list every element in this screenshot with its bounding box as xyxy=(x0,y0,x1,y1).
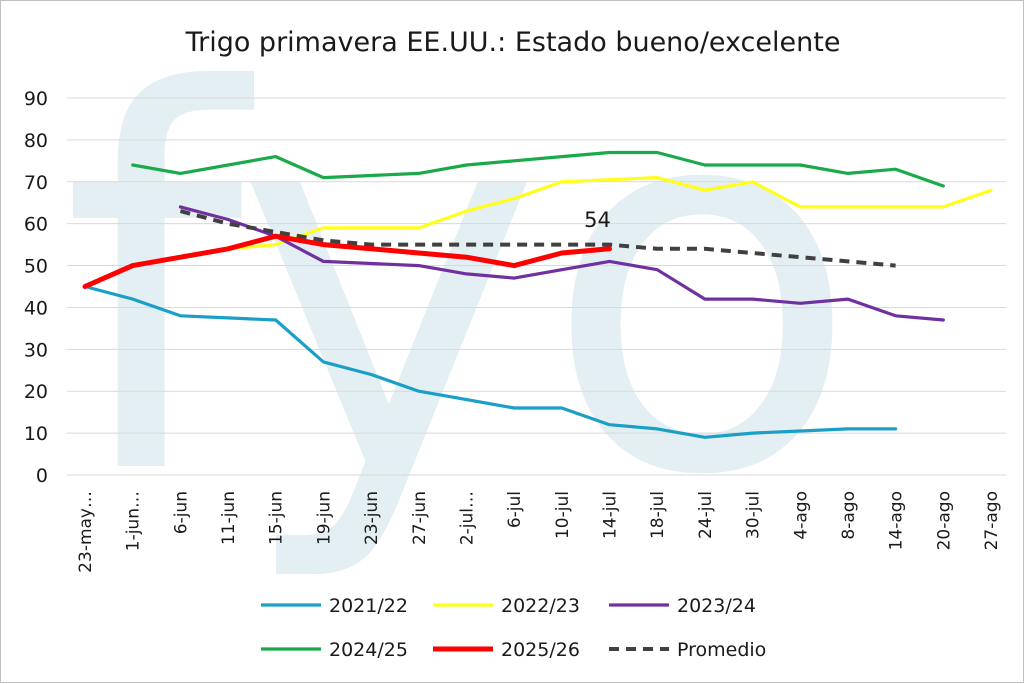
x-tick-label: 10-jul xyxy=(553,491,573,539)
legend-label: 2022/23 xyxy=(501,595,580,617)
series-line-2022-23 xyxy=(226,176,993,251)
series-lines xyxy=(82,150,993,439)
legend: 2021/22 2022/23 2023/24 2024/25 2025/26 Prome… xyxy=(261,595,766,661)
series-line-2025-26 xyxy=(82,233,612,289)
x-tick-label: 23-jun xyxy=(362,491,382,545)
x-tick-label: 15-jun xyxy=(267,491,287,545)
x-tick-label: 1-jun… xyxy=(124,491,144,551)
data-label: 54 xyxy=(584,208,611,232)
x-tick-label: 30-jul xyxy=(744,491,764,539)
annotations: 54 xyxy=(584,208,611,232)
x-tick-label: 14-jul xyxy=(601,491,621,539)
y-tick-label: 60 xyxy=(24,214,48,236)
y-tick-label: 80 xyxy=(24,130,48,152)
series-line-promedio xyxy=(179,209,896,268)
x-tick-label: 4-ago xyxy=(791,491,811,540)
y-tick-label: 20 xyxy=(24,381,48,403)
x-tick-label: 20-ago xyxy=(934,491,954,550)
x-tick-label: 6-jul xyxy=(505,491,525,528)
watermark-logo: fyo xyxy=(61,1,861,589)
x-tick-label: 27-jun xyxy=(410,491,430,545)
x-tick-label: 24-jul xyxy=(696,491,716,539)
y-tick-label: 90 xyxy=(24,88,48,110)
series-line-2023-24 xyxy=(178,205,945,322)
y-tick-label: 30 xyxy=(24,339,48,361)
legend-label: 2023/24 xyxy=(677,595,756,617)
x-tick-label: 8-ago xyxy=(839,491,859,540)
gridlines xyxy=(67,97,1006,476)
y-tick-label: 70 xyxy=(24,172,48,194)
x-axis: 23-may… 1-jun… 6-jun 11-jun 15-jun 19-jun 23-j… xyxy=(76,491,1002,573)
legend-label: 2025/26 xyxy=(501,639,580,661)
y-tick-label: 10 xyxy=(24,423,48,445)
y-tick-label: 40 xyxy=(24,297,48,319)
legend-label: 2024/25 xyxy=(329,639,408,661)
x-tick-label: 14-ago xyxy=(887,491,907,550)
x-tick-label: 27-ago xyxy=(982,491,1002,550)
x-tick-label: 6-jun xyxy=(171,491,191,534)
y-tick-label: 0 xyxy=(36,465,48,487)
series-line-2021-22 xyxy=(83,284,898,439)
chart-title: Trigo primavera EE.UU.: Estado bueno/exc… xyxy=(185,27,841,58)
x-tick-label: 2-jul… xyxy=(457,491,477,545)
x-tick-label: 18-jul xyxy=(648,491,668,539)
y-axis: 0 10 20 30 40 50 60 70 80 90 xyxy=(24,88,48,487)
x-tick-label: 11-jun xyxy=(219,491,239,545)
y-tick-label: 50 xyxy=(24,256,48,278)
x-tick-label: 19-jun xyxy=(314,491,334,545)
series-line-2024-25 xyxy=(131,150,945,188)
x-tick-label: 23-may… xyxy=(76,491,96,573)
legend-label: 2021/22 xyxy=(329,595,408,617)
legend-label: Promedio xyxy=(677,639,766,661)
